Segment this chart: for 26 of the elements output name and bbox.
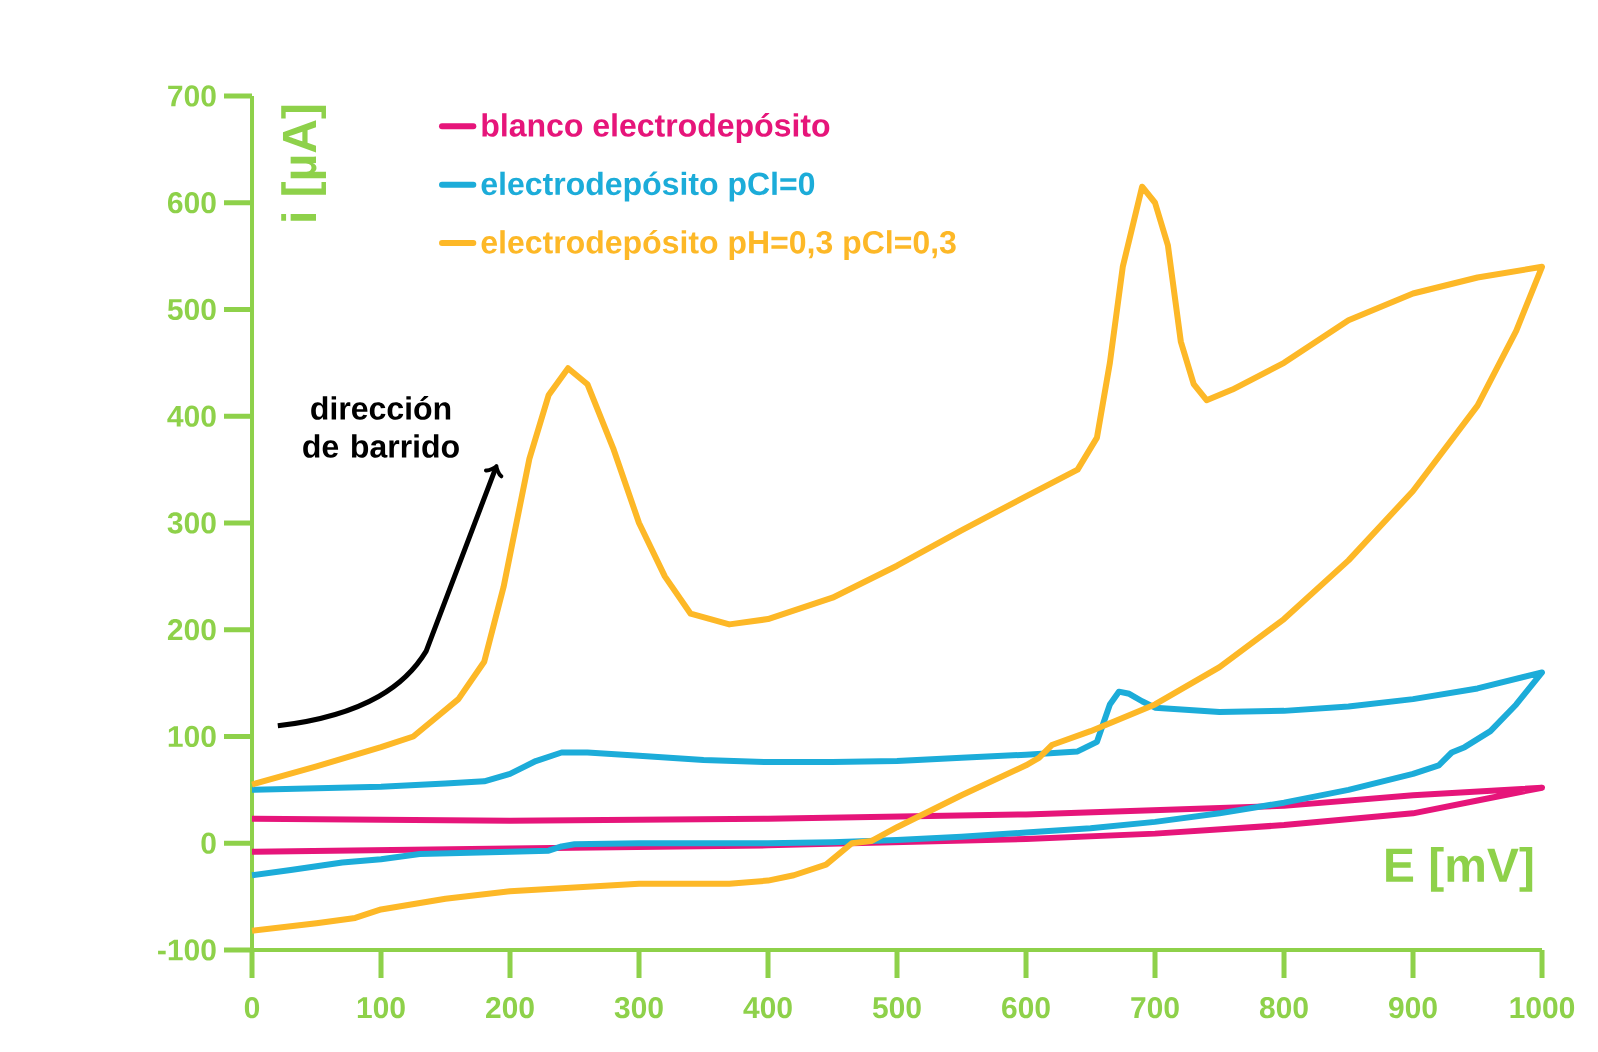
x-tick-label: 500: [872, 997, 921, 1019]
annotation: dirección de barrido: [303, 396, 459, 458]
x-tick-label: 600: [1002, 997, 1050, 1019]
y-tick-label: 0: [201, 832, 216, 854]
legend-label: electrodepósito pH=0,3 pCl=0,3: [481, 229, 956, 260]
x-tick-label: 900: [1389, 997, 1437, 1019]
x-tick-label: 800: [1259, 997, 1308, 1019]
x-tick-label: 1000: [1510, 997, 1575, 1019]
legend-label: electrodepósito pCl=0: [481, 171, 815, 202]
y-tick-label: 200: [167, 619, 216, 641]
y-axis-title: i [µA]: [281, 105, 326, 221]
x-tick-label: 200: [486, 997, 534, 1019]
x-tick-label: 0: [244, 997, 260, 1019]
y-tick-label: -100: [158, 939, 216, 961]
x-tick-label: 700: [1131, 997, 1179, 1019]
x-axis-title: E [mV]: [1386, 846, 1533, 892]
y-tick-label: 300: [167, 512, 216, 534]
y-tick-label: 600: [167, 192, 216, 214]
x-tick-label: 100: [357, 997, 405, 1019]
x-tick-label: 300: [614, 997, 663, 1019]
y-tick-label: 500: [167, 298, 216, 321]
y-tick-label: 100: [168, 725, 216, 748]
legend-label: blanco electrodepósito: [482, 112, 830, 144]
x-tick-label: 400: [743, 997, 792, 1019]
y-tick-label: 400: [167, 405, 216, 427]
y-tick-label: 700: [168, 85, 216, 107]
